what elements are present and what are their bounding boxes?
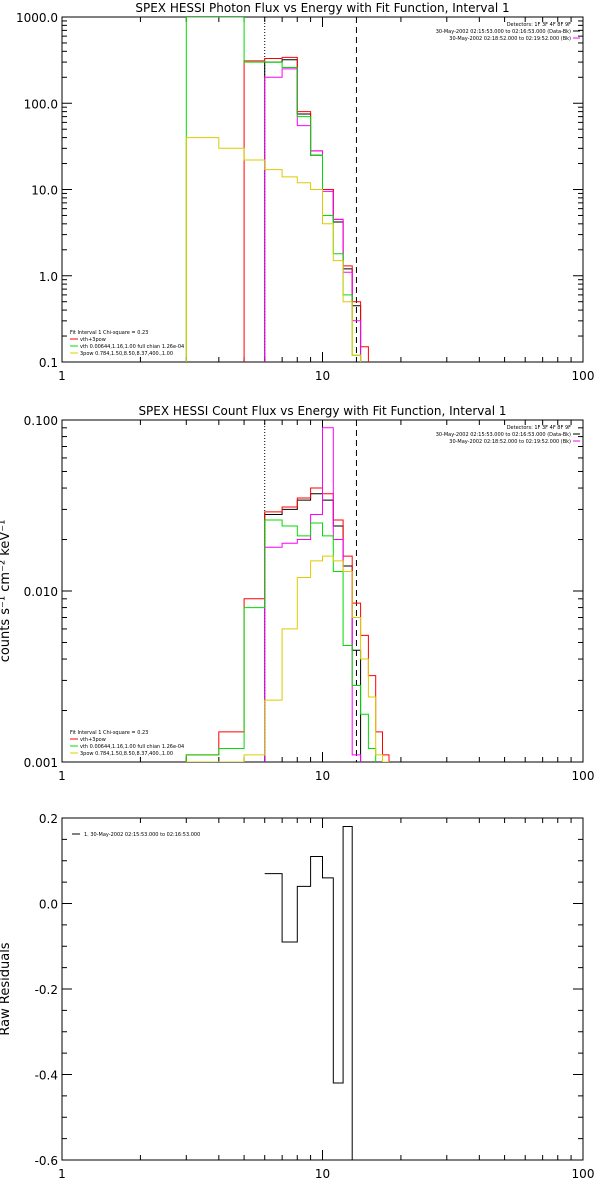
x-tick-label: 10 [315,369,330,383]
y-tick-label: 0.010 [24,585,58,599]
y-tick-label: 0.0 [39,898,58,912]
series-group [185,17,369,362]
series-group [264,826,353,1160]
series-5-step-line [185,137,362,362]
y-tick-label: -0.6 [35,1154,58,1168]
y-tick-label: 1.0 [39,270,58,284]
header-text: 30-May-2002 02:18:52.000 to 02:19:52.000… [449,36,571,42]
y-tick-label: 0.100 [24,414,58,428]
y-axis-label: Raw Residuals [0,942,13,1035]
y-tick-label: 10.0 [31,184,58,198]
header-text: 30-May-2002 02:18:52.000 to 02:19:52.000… [449,439,571,445]
fit-legend-text: Fit Interval 1 Chi-square = 0.23 [70,330,148,336]
x-tick-label: 100 [572,369,595,383]
fit-legend-text: 3pow 0.784,1.50,8.50,8.37,400.,1.00 [80,751,173,757]
y-tick-label: 0.001 [24,756,58,770]
x-tick-label: 100 [572,1167,595,1181]
y-tick-label: 0.2 [39,812,58,826]
series-1-step-line [264,59,362,362]
panel-2: SPEX HESSI Count Flux vs Energy with Fit… [0,404,594,783]
residual-legend-text: 1. 30-May-2002 02:15:53.000 to 02:16:53.… [84,832,200,838]
y-axis-label: counts s⁻¹ cm⁻² keV⁻¹ [0,520,13,663]
fit-legend-text: vth 0.00644,1.16,1.00 full chian 1.26e-0… [80,744,184,750]
chart-title: SPEX HESSI Photon Flux vs Energy with Fi… [135,1,509,15]
x-tick-label: 10 [315,1167,330,1181]
fit-legend-text: vth 0.00644,1.16,1.00 full chian 1.26e-0… [80,344,184,350]
x-tick-label: 1 [58,369,66,383]
series-2-step-line [185,487,390,762]
series-group [185,427,390,762]
fit-legend-text: Fit Interval 1 Chi-square = 0.23 [70,730,148,736]
y-tick-label: -0.4 [35,1069,58,1083]
panel-3: 1 10 100 -0.6 -0.4 -0.2 0.0 0.2 Raw Residuals 1. … [0,812,594,1181]
panel-1: SPEX HESSI Photon Flux vs Energy with Fi… [16,1,594,383]
header-text: 30-May-2002 02:15:53.000 to 02:16:53.000… [436,432,571,438]
series-2-step-line [243,56,369,362]
x-tick-label: 1 [58,769,66,783]
series-1-step-line [264,826,353,1160]
y-tick-label: 0.1 [39,356,58,370]
x-tick-label: 10 [315,769,330,783]
y-tick-label: -0.2 [35,983,58,997]
header-text: 30-May-2002 02:15:53.000 to 02:16:53.000… [436,29,571,35]
fit-legend-text: vth+3pow [80,337,106,343]
y-tick-label: 100.0 [24,97,58,111]
y-tick-label: 1000.0 [16,11,58,25]
header-text: Detectors: 1F 3F 4F 8F 9F [507,22,571,28]
series-4-step-line [185,519,377,762]
series-3-step-line [264,427,362,762]
header-text: Detectors: 1F 3F 4F 8F 9F [507,425,571,431]
x-tick-label: 1 [58,1167,66,1181]
series-5-step-line [185,555,390,762]
x-tick-label: 100 [572,769,595,783]
series-4-step-line [185,17,362,362]
fit-legend-text: 3pow 0.784,1.50,8.50,8.37,400.,1.00 [80,351,173,357]
fit-legend-text: vth+3pow [80,737,106,743]
series-3-step-line [264,68,362,362]
series-1-step-line [264,493,362,762]
chart-title: SPEX HESSI Count Flux vs Energy with Fit… [138,404,506,418]
